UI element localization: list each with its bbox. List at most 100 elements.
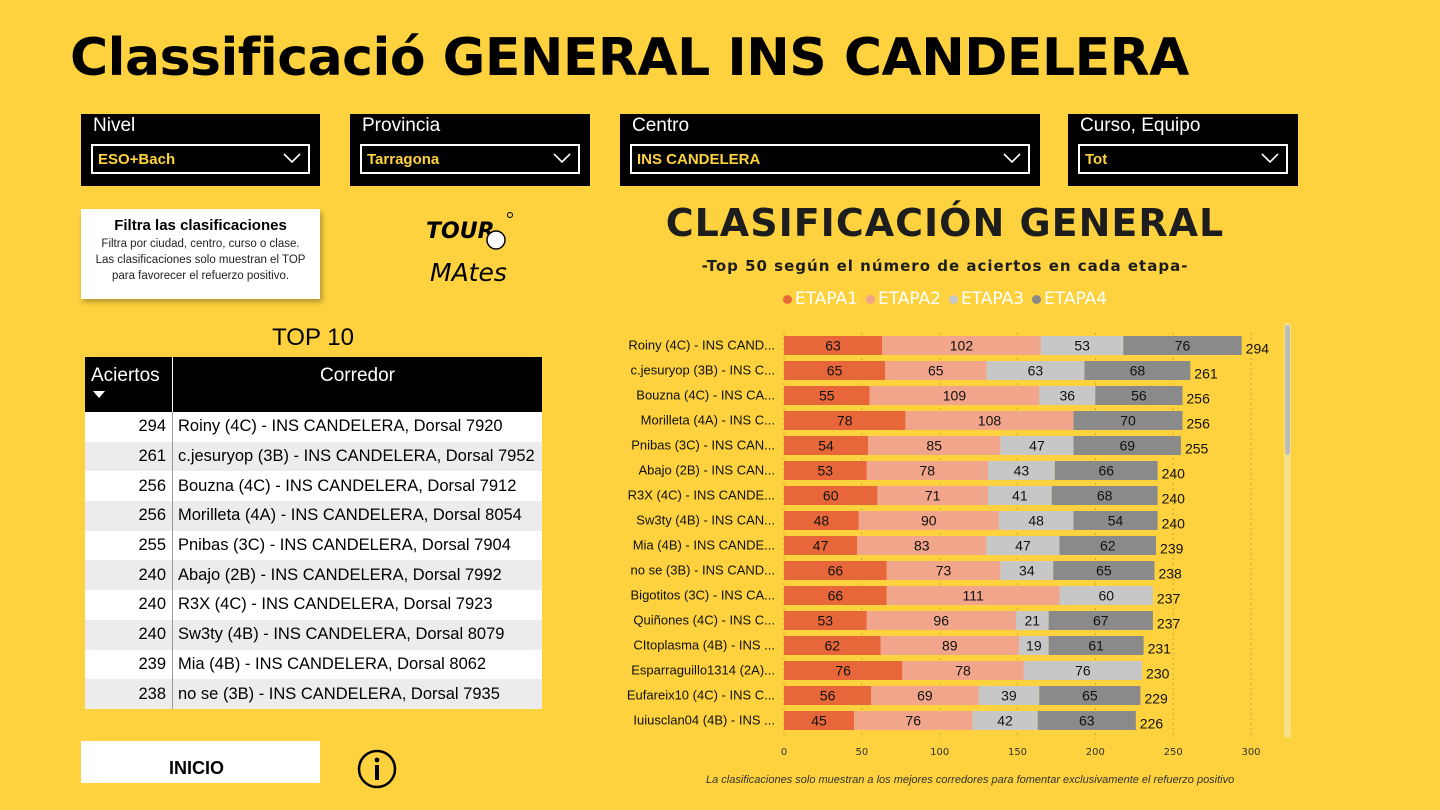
data-label: 63 xyxy=(825,338,841,354)
data-label: 71 xyxy=(925,488,941,504)
bar-segment xyxy=(871,686,979,705)
x-tick-label: 150 xyxy=(1008,747,1027,758)
bar-segment xyxy=(784,561,887,580)
provincia-label: Provincia xyxy=(362,115,441,136)
top10-title: TOP 10 xyxy=(272,324,354,351)
table-row[interactable]: 240 R3X (4C) - INS CANDELERA, Dorsal 7923 xyxy=(85,590,542,620)
data-label: 47 xyxy=(813,538,829,554)
legend-label: ETAPA2 xyxy=(877,289,941,309)
data-label: 54 xyxy=(1108,513,1124,529)
total-label: 240 xyxy=(1162,466,1186,482)
chart-scrollbar[interactable] xyxy=(1284,323,1291,738)
data-label: 62 xyxy=(1100,538,1116,554)
corredor-cell: Bouzna (4C) - INS CANDELERA, Dorsal 7912 xyxy=(172,471,542,502)
category-label: Sw3ty (4B) - INS CAN... xyxy=(636,513,775,528)
bar-segment xyxy=(784,636,881,655)
bar-segment xyxy=(784,661,903,680)
bar-segment xyxy=(854,711,973,730)
column-header-corredor[interactable]: Corredor xyxy=(172,357,542,412)
data-label: 48 xyxy=(814,513,830,529)
total-label: 237 xyxy=(1157,591,1181,607)
x-tick-label: 250 xyxy=(1164,747,1183,758)
centro-slicer[interactable]: Centro INS CANDELERA xyxy=(620,114,1040,186)
corredor-cell: Morilleta (4A) - INS CANDELERA, Dorsal 8… xyxy=(172,501,542,531)
bar-segment xyxy=(1073,411,1183,430)
table-row[interactable]: 240 Abajo (2B) - INS CANDELERA, Dorsal 79… xyxy=(85,560,542,591)
table-row[interactable]: 239 Mia (4B) - INS CANDELERA, Dorsal 8062 xyxy=(85,649,542,680)
data-label: 47 xyxy=(1015,538,1031,554)
table-row[interactable]: 255 Pnibas (3C) - INS CANDELERA, Dorsal 7… xyxy=(85,530,542,561)
legend-dot-icon xyxy=(865,294,875,304)
data-label: 76 xyxy=(905,713,921,729)
info-line: Filtra por ciudad, centro, curso o clase… xyxy=(101,238,300,250)
legend-item[interactable]: ETAPA1 xyxy=(782,289,858,309)
legend-label: ETAPA3 xyxy=(961,289,1025,309)
nivel-label: Nivel xyxy=(93,115,136,136)
total-label: 240 xyxy=(1162,516,1186,532)
centro-dropdown[interactable]: INS CANDELERA xyxy=(630,144,1030,174)
bar-segment xyxy=(1051,486,1158,505)
curso-slicer[interactable]: Curso, Equipo Tot xyxy=(1068,114,1298,186)
legend-item[interactable]: ETAPA2 xyxy=(865,289,941,309)
total-label: 256 xyxy=(1187,391,1211,407)
chart-footnote: La clasificaciones solo muestran a los m… xyxy=(706,774,1235,786)
filter-info-box: Filtra las clasificaciones Filtra por ci… xyxy=(81,209,320,299)
column-header-aciertos[interactable]: Aciertos xyxy=(85,357,173,412)
total-label: 231 xyxy=(1148,641,1172,657)
provincia-dropdown[interactable]: Tarragona xyxy=(360,144,580,174)
table-row[interactable]: 256 Morilleta (4A) - INS CANDELERA, Dorsa… xyxy=(85,501,542,531)
data-label: 66 xyxy=(828,563,844,579)
centro-label: Centro xyxy=(632,115,690,136)
legend-item[interactable]: ETAPA3 xyxy=(949,289,1024,309)
legend-dot-icon xyxy=(949,294,958,304)
aciertos-cell: 238 xyxy=(85,679,173,709)
data-label: 56 xyxy=(1131,388,1147,404)
data-label: 89 xyxy=(942,638,958,654)
bar-segment xyxy=(1019,636,1049,655)
bar-segment xyxy=(986,536,1060,555)
corredor-cell: no se (3B) - INS CANDELERA, Dorsal 7935 xyxy=(172,679,542,709)
chart-scrollbar-thumb[interactable] xyxy=(1285,325,1290,455)
bar-segment xyxy=(1023,661,1143,680)
table-row[interactable]: 240 Sw3ty (4B) - INS CANDELERA, Dorsal 80… xyxy=(85,619,542,650)
chart-title: CLASIFICACIÓN GENERAL xyxy=(665,201,1225,245)
category-label: Morilleta (4A) - INS C... xyxy=(641,413,775,428)
data-label: 62 xyxy=(824,638,840,654)
bar-segment xyxy=(784,361,886,380)
chart-subtitle: -Top 50 según el número de aciertos en c… xyxy=(701,257,1189,275)
total-label: 240 xyxy=(1162,491,1186,507)
info-icon[interactable] xyxy=(357,749,397,789)
curso-value: Tot xyxy=(1085,151,1108,168)
total-label: 237 xyxy=(1157,616,1181,632)
curso-dropdown[interactable]: Tot xyxy=(1078,144,1288,174)
bar-segment xyxy=(885,361,987,380)
table-row[interactable]: 261 c.jesuryop (3B) - INS CANDELERA, Dors… xyxy=(85,441,542,472)
legend-item[interactable]: ETAPA4 xyxy=(1032,289,1107,309)
category-label: Iuiusclan04 (4B) - INS ... xyxy=(633,713,775,728)
table-row[interactable]: 238 no se (3B) - INS CANDELERA, Dorsal 79… xyxy=(85,679,542,709)
table-row[interactable]: 294 Roiny (4C) - INS CANDELERA, Dorsal 79… xyxy=(85,412,542,442)
table-row[interactable]: 256 Bouzna (4C) - INS CANDELERA, Dorsal 7… xyxy=(85,471,542,502)
data-label: 63 xyxy=(1028,363,1044,379)
bar-segment xyxy=(869,386,1040,405)
provincia-slicer[interactable]: Provincia Tarragona xyxy=(350,114,590,186)
bar-segment xyxy=(1000,436,1074,455)
logo-text-mates: MAtes xyxy=(430,258,507,287)
chevron-down-icon xyxy=(553,153,571,164)
bar-segment xyxy=(1084,361,1191,380)
bar-segment xyxy=(784,336,883,355)
nivel-slicer[interactable]: Nivel ESO+Bach xyxy=(81,114,320,186)
inicio-button[interactable]: INICIO xyxy=(81,741,397,789)
info-line: para favorecer el refuerzo positivo. xyxy=(111,270,290,282)
data-label: 54 xyxy=(818,438,834,454)
provincia-value: Tarragona xyxy=(367,151,440,168)
data-label: 78 xyxy=(955,663,971,679)
total-label: 261 xyxy=(1194,366,1218,382)
data-label: 83 xyxy=(914,538,930,554)
nivel-dropdown[interactable]: ESO+Bach xyxy=(91,144,310,174)
data-label: 76 xyxy=(1075,663,1091,679)
data-label: 68 xyxy=(1097,488,1113,504)
data-label: 45 xyxy=(811,713,827,729)
bar-segment xyxy=(886,561,1001,580)
data-label: 65 xyxy=(827,363,843,379)
